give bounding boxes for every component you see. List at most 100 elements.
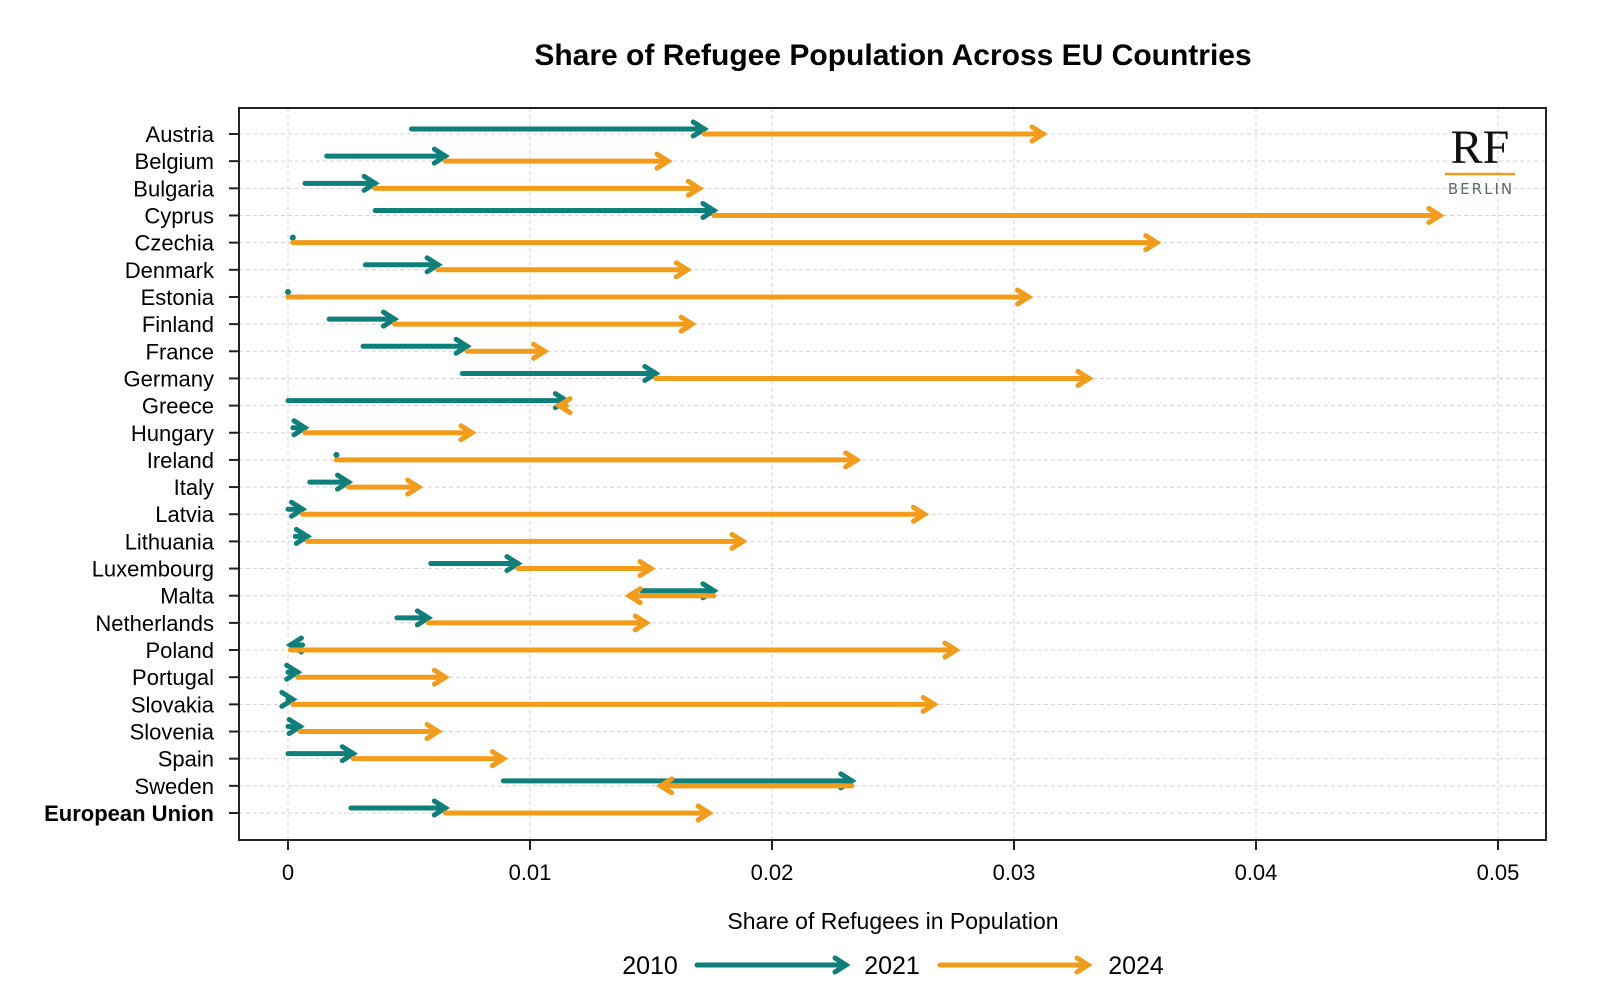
data-row [307, 472, 424, 497]
x-tick-label: 0.05 [1477, 860, 1520, 885]
data-row [333, 450, 862, 470]
arrow-2021-2024 [302, 423, 477, 443]
data-row [362, 255, 692, 280]
y-tick-label: Italy [174, 475, 214, 500]
logo-rf-text: RF [1451, 121, 1510, 174]
arrow-2021-2024-head [654, 151, 673, 171]
arrow-2010-2021 [285, 717, 305, 737]
legend: 2010 2021 2024 [622, 952, 1164, 980]
data-row [348, 798, 714, 823]
arrow-2021-2024-head [1075, 368, 1094, 388]
arrow-2021-2024 [425, 613, 651, 633]
arrow-2021-2024 [304, 531, 748, 551]
arrow-2010-2021 [408, 119, 709, 139]
arrow-2021-2024 [701, 124, 1048, 144]
y-tick-label: Hungary [131, 421, 214, 446]
y-tick-label: Finland [142, 312, 214, 337]
arrow-2010-2021 [360, 336, 472, 356]
x-tick-label: 0.01 [509, 860, 552, 885]
data-row [285, 744, 509, 769]
arrow-2021-2024-head [1426, 205, 1445, 225]
arrow-2021-2024-head [424, 722, 443, 742]
arrow-2021-2024 [297, 722, 443, 742]
legend-label-2010: 2010 [622, 952, 678, 980]
arrow-2021-2024 [515, 559, 656, 579]
rf-berlin-logo: RF BERLIN [1445, 121, 1515, 198]
arrow-2021-2024 [656, 776, 855, 796]
arrow-2021-2024-head [1029, 124, 1048, 144]
y-tick-label: Slovakia [131, 692, 215, 717]
arrow-2021-2024 [464, 341, 550, 361]
arrow-2021-2024 [290, 233, 1162, 253]
arrow-2021-2024 [711, 205, 1445, 225]
x-axis: 0 0.01 0.02 0.03 0.04 0.05 [282, 840, 1520, 885]
x-tick-label: 0 [282, 860, 294, 885]
x-tick-label: 0.03 [993, 860, 1036, 885]
arrow-2010-2021-head [339, 744, 358, 764]
arrow-2021-2024-head [554, 396, 573, 416]
arrow-2010-2021 [279, 689, 298, 709]
y-tick-label: Sweden [134, 774, 214, 799]
y-tick-label: Malta [160, 584, 215, 609]
data-row [360, 336, 550, 361]
arrow-2021-2024 [295, 667, 450, 687]
arrow-2021-2024-head [729, 531, 748, 551]
data-row [394, 608, 651, 633]
data-row [285, 635, 961, 660]
arrow-2021-2024 [287, 640, 961, 660]
data-row [289, 233, 1162, 253]
arrow-2021-2024-head [624, 586, 643, 606]
arrow-2021-2024-head [1015, 287, 1034, 307]
arrow-2010-2021 [285, 744, 358, 764]
data-row [500, 771, 857, 796]
y-tick-label: Slovenia [130, 720, 215, 745]
arrow-2021-2024-head [531, 341, 550, 361]
arrow-2021-2024-head [632, 613, 651, 633]
y-tick-label: Greece [142, 394, 214, 419]
arrow-2010-2021 [362, 255, 443, 275]
data-row [624, 581, 719, 606]
y-tick-label: Lithuania [125, 529, 215, 554]
y-tick-label: European Union [44, 801, 214, 826]
arrow-2021-2024 [300, 504, 930, 524]
arrow-2010-2021 [289, 234, 296, 241]
arrow-2010-2021 [284, 662, 303, 682]
arrow-2021-2024-head [1143, 233, 1162, 253]
data-row [285, 391, 573, 416]
arrow-2010-2021-head [690, 119, 709, 139]
arrow-2021-2024-head [685, 178, 705, 198]
x-tick-label: 0.04 [1235, 860, 1278, 885]
logo-berlin-text: BERLIN [1448, 180, 1514, 198]
arrow-2010-2021-head [293, 526, 313, 546]
data-row [428, 554, 656, 579]
data-row [292, 526, 748, 551]
arrow-2010-2021-point [285, 288, 291, 295]
arrow-2021-2024-head [458, 423, 477, 443]
data-row [290, 418, 477, 443]
arrow-2010-2021 [333, 451, 340, 458]
data-row [324, 146, 673, 171]
y-tick-label: Germany [124, 366, 214, 391]
arrow-2010-2021-point [333, 451, 340, 458]
arrow-2021-2024-head [843, 450, 862, 470]
data-row [279, 689, 939, 714]
arrow-2010-2021 [302, 173, 380, 193]
arrow-2021-2024 [554, 396, 573, 416]
data-row [326, 309, 697, 334]
arrow-2010-2021 [285, 499, 308, 519]
data-row [284, 662, 450, 687]
legend-arrow-2021-2024 [937, 955, 1093, 975]
data-row [285, 717, 443, 742]
legend-arrow-2010-2021 [694, 955, 851, 975]
legend-label-2021: 2021 [864, 952, 920, 980]
arrow-2010-2021 [348, 798, 450, 818]
arrow-2021-2024 [346, 477, 424, 497]
arrow-2010-2021-head [361, 173, 380, 193]
arrow-2010-2021-head [431, 798, 450, 818]
data-row [285, 287, 1034, 307]
arrow-2021-2024-head [431, 667, 450, 687]
arrow-2010-2021 [428, 554, 523, 574]
arrow-2010-2021 [372, 200, 719, 220]
arrow-2021-2024 [333, 450, 862, 470]
